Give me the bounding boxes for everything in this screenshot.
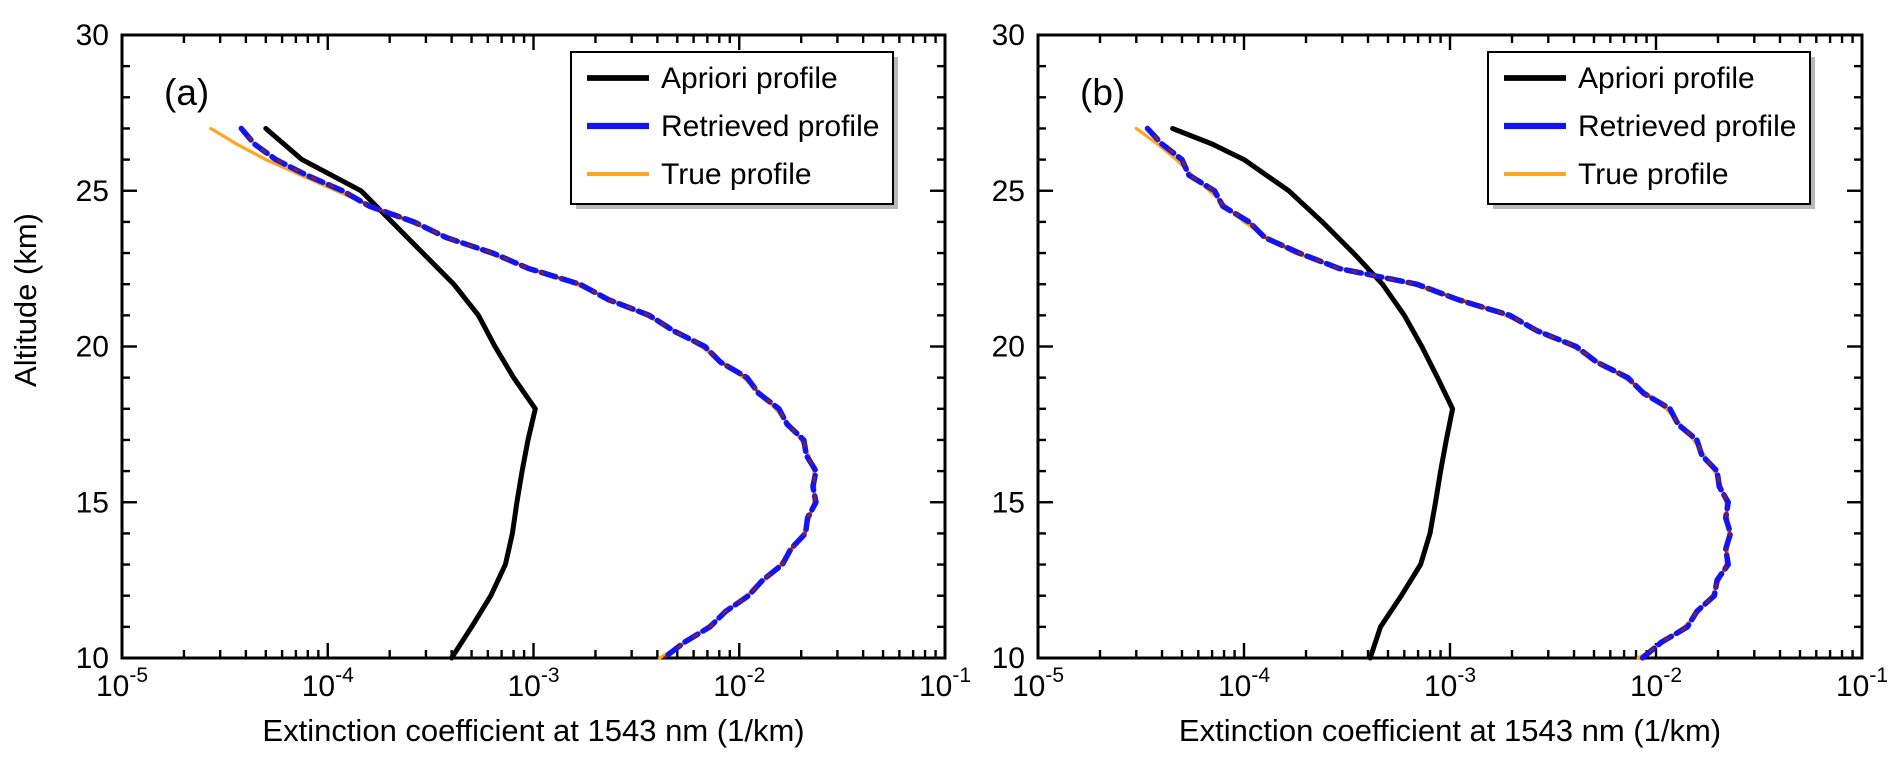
y-tick-label: 20 <box>76 331 109 364</box>
y-tick-label: 25 <box>76 175 109 208</box>
tick-labels-a: 10-5 10-4 10-3 10-2 10-1 10 15 20 25 30 <box>76 19 971 703</box>
x-axis-title-b: Extinction coefficient at 1543 nm (1/km) <box>1179 713 1721 748</box>
retrieved-profile-edge-dashes-a <box>240 127 818 660</box>
panel-a: 10-5 10-4 10-3 10-2 10-1 10 15 20 25 30 Apriori pr… <box>8 19 971 748</box>
y-tick-label: 10 <box>76 642 109 675</box>
y-tick-label: 30 <box>992 19 1025 52</box>
y-tick-label: 20 <box>992 331 1025 364</box>
y-axis-title-a: Altitude (km) <box>8 213 43 387</box>
x-tick-label: 10-2 <box>1630 664 1682 703</box>
axes-frame-b <box>1036 33 1864 660</box>
x-tick-label: 10-5 <box>96 664 148 703</box>
y-tick-label: 25 <box>992 175 1025 208</box>
apriori-profile-legend-label: Apriori profile <box>661 62 838 95</box>
true-profile-legend-label: True profile <box>661 158 812 191</box>
curves-b <box>1134 125 1734 661</box>
true-profile-legend-label: True profile <box>1578 158 1729 191</box>
x-tick-label: 10-3 <box>1424 664 1476 703</box>
axes-frame-a <box>120 33 947 660</box>
x-tick-label: 10-1 <box>1836 664 1888 703</box>
y-tick-label: 15 <box>992 486 1025 519</box>
x-axis-title-a: Extinction coefficient at 1543 nm (1/km) <box>262 713 804 748</box>
y-tick-label: 15 <box>76 486 109 519</box>
y-tick-label: 30 <box>76 19 109 52</box>
x-tick-label: 10-1 <box>919 664 971 703</box>
apriori-profile-curve-a <box>263 126 538 661</box>
tick-labels-b: 10-5 10-4 10-3 10-2 10-1 10 15 20 25 30 <box>992 19 1888 703</box>
x-tick-label: 10-5 <box>1012 664 1064 703</box>
retrieved-profile-edge-dashes-b <box>1146 127 1732 659</box>
panel-letter-b: (b) <box>1080 72 1125 113</box>
retrieved-profile-legend-label: Retrieved profile <box>1578 110 1796 143</box>
x-tick-label: 10-4 <box>1218 664 1270 703</box>
x-tick-label: 10-2 <box>713 664 765 703</box>
apriori-profile-legend-label: Apriori profile <box>1578 62 1755 95</box>
retrieved-profile-legend-label: Retrieved profile <box>661 110 879 143</box>
panel-letter-a: (a) <box>164 72 209 113</box>
curves-a <box>209 125 819 661</box>
legend-a: Apriori profile Retrieved profile True pro… <box>570 51 898 209</box>
apriori-profile-curve-b <box>1170 126 1456 661</box>
panel-b: 10-5 10-4 10-3 10-2 10-1 10 15 20 25 30 Apriori pr… <box>992 19 1888 748</box>
x-tick-label: 10-4 <box>302 664 354 703</box>
x-tick-label: 10-3 <box>507 664 559 703</box>
legend-b: Apriori profile Retrieved profile True pro… <box>1487 51 1815 209</box>
y-tick-label: 10 <box>992 642 1025 675</box>
